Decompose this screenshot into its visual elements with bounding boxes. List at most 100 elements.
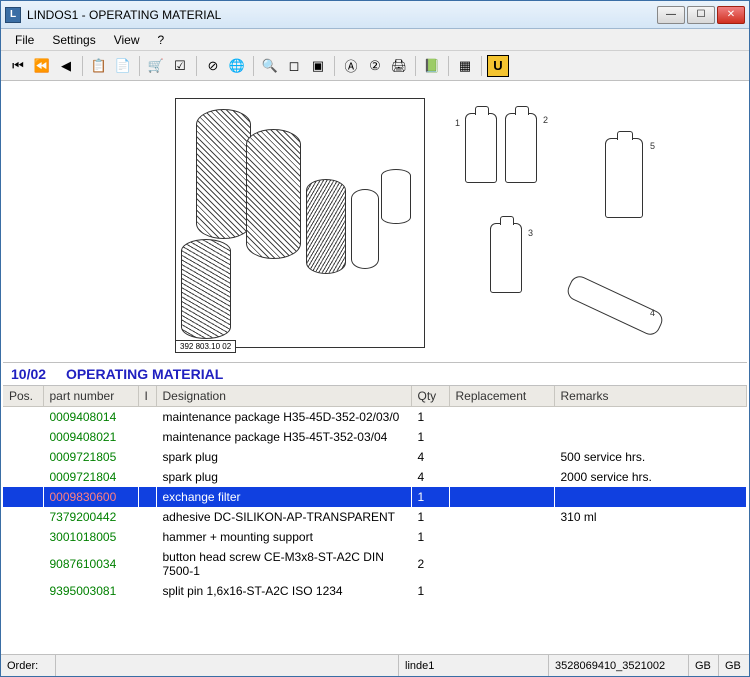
toolbar-button[interactable]: ☑ (169, 55, 191, 77)
cell-qty: 1 (411, 507, 449, 527)
cell-i (138, 487, 156, 507)
cell-pos (3, 507, 43, 527)
cell-replacement (449, 527, 554, 547)
status-lang1: GB (689, 655, 719, 676)
cell-replacement (449, 487, 554, 507)
cell-i (138, 447, 156, 467)
cell-qty: 4 (411, 467, 449, 487)
toolbar-separator (253, 56, 254, 76)
close-button[interactable]: ✕ (717, 6, 745, 24)
status-doc: 3528069410_3521002 (549, 655, 689, 676)
cell-replacement (449, 427, 554, 447)
toolbar-button[interactable]: ⏮ (7, 55, 29, 77)
tube (564, 273, 665, 338)
col-part[interactable]: part number (43, 386, 138, 407)
toolbar-separator (82, 56, 83, 76)
col-rem[interactable]: Remarks (554, 386, 747, 407)
spray-can (490, 223, 522, 293)
cell-i (138, 467, 156, 487)
cell-pos (3, 467, 43, 487)
cell-replacement (449, 447, 554, 467)
cell-remarks (554, 407, 747, 428)
toolbar-button[interactable]: 🌐 (226, 55, 248, 77)
diagram-frame (175, 98, 425, 348)
col-i[interactable]: I (138, 386, 156, 407)
minimize-button[interactable]: — (657, 6, 685, 24)
cell-i (138, 507, 156, 527)
col-desig[interactable]: Designation (156, 386, 411, 407)
table-header-row: Pos. part number I Designation Qty Repla… (3, 386, 747, 407)
toolbar-button[interactable]: 📋 (88, 55, 110, 77)
cell-remarks: 310 ml (554, 507, 747, 527)
cell-qty: 1 (411, 527, 449, 547)
col-repl[interactable]: Replacement (449, 386, 554, 407)
cell-designation: spark plug (156, 467, 411, 487)
menu-file[interactable]: File (7, 31, 42, 49)
cell-qty: 4 (411, 447, 449, 467)
maximize-button[interactable]: ☐ (687, 6, 715, 24)
table-row[interactable]: 0009408021maintenance package H35-45T-35… (3, 427, 747, 447)
toolbar-button[interactable]: ② (364, 55, 386, 77)
section-title: OPERATING MATERIAL (66, 366, 223, 382)
cell-remarks (554, 427, 747, 447)
cell-pos (3, 427, 43, 447)
table-row[interactable]: 0009721804spark plug42000 service hrs. (3, 467, 747, 487)
menu-view[interactable]: View (106, 31, 148, 49)
table-row[interactable]: 0009830600exchange filter1 (3, 487, 747, 507)
cell-replacement (449, 581, 554, 601)
cell-replacement (449, 407, 554, 428)
table-row[interactable]: 0009408014maintenance package H35-45D-35… (3, 407, 747, 428)
col-qty[interactable]: Qty (411, 386, 449, 407)
cell-partnum: 9395003081 (43, 581, 138, 601)
app-window: L LINDOS1 - OPERATING MATERIAL — ☐ ✕ Fil… (0, 0, 750, 677)
cell-replacement (449, 507, 554, 527)
menu-help[interactable]: ? (150, 31, 173, 49)
toolbar-button[interactable]: ◀ (55, 55, 77, 77)
window-controls: — ☐ ✕ (657, 6, 745, 24)
toolbar-button[interactable]: 📄 (112, 55, 134, 77)
toolbar-separator (448, 56, 449, 76)
cell-designation: exchange filter (156, 487, 411, 507)
cell-partnum: 0009721805 (43, 447, 138, 467)
toolbar-button[interactable]: ▣ (307, 55, 329, 77)
menu-settings[interactable]: Settings (44, 31, 103, 49)
table-row[interactable]: 9087610034 button head screw CE-M3x8-ST-A… (3, 547, 747, 581)
toolbar-button[interactable]: Ⓐ (340, 55, 362, 77)
toolbar-button[interactable]: 🛒 (145, 55, 167, 77)
cell-pos (3, 447, 43, 467)
toolbar-button[interactable]: ▦ (454, 55, 476, 77)
toolbar-button[interactable]: 🖨 (388, 55, 410, 77)
cell-qty: 1 (411, 487, 449, 507)
titlebar: L LINDOS1 - OPERATING MATERIAL — ☐ ✕ (1, 1, 749, 29)
cell-remarks (554, 581, 747, 601)
col-pos[interactable]: Pos. (3, 386, 43, 407)
parts-table-wrap[interactable]: Pos. part number I Designation Qty Repla… (3, 386, 747, 652)
filter-cylinder (306, 179, 346, 274)
toolbar-button[interactable]: ⊘ (202, 55, 224, 77)
cell-replacement (449, 467, 554, 487)
cell-i (138, 407, 156, 428)
cell-remarks (554, 527, 747, 547)
toolbar-u-button[interactable]: U (487, 55, 509, 77)
toolbar-button[interactable]: 🔍 (259, 55, 281, 77)
table-row[interactable]: 7379200442adhesive DC-SILIKON-AP-TRANSPA… (3, 507, 747, 527)
cell-designation: button head screw CE-M3x8-ST-A2C DIN 750… (156, 547, 411, 581)
toolbar-button[interactable]: ◻ (283, 55, 305, 77)
status-user: linde1 (399, 655, 549, 676)
filter-cylinder (181, 239, 231, 339)
table-row[interactable]: 9395003081split pin 1,6x16-ST-A2C ISO 12… (3, 581, 747, 601)
diagram-pane: 1 2 3 4 5 392 803.10 02 (3, 83, 747, 363)
diagram-label: 1 (455, 118, 460, 128)
toolbar-button[interactable]: 📗 (421, 55, 443, 77)
filter-cylinder (246, 129, 301, 259)
window-title: LINDOS1 - OPERATING MATERIAL (27, 8, 657, 22)
toolbar-button[interactable]: ⏪ (31, 55, 53, 77)
cell-i (138, 547, 156, 581)
menubar: File Settings View ? (1, 29, 749, 51)
table-row[interactable]: 3001018005hammer + mounting support1 (3, 527, 747, 547)
table-row[interactable]: 0009721805spark plug4500 service hrs. (3, 447, 747, 467)
cell-designation: adhesive DC-SILIKON-AP-TRANSPARENT (156, 507, 411, 527)
cell-remarks: 2000 service hrs. (554, 467, 747, 487)
cell-partnum: 9087610034 (43, 547, 138, 581)
spray-can (465, 113, 497, 183)
